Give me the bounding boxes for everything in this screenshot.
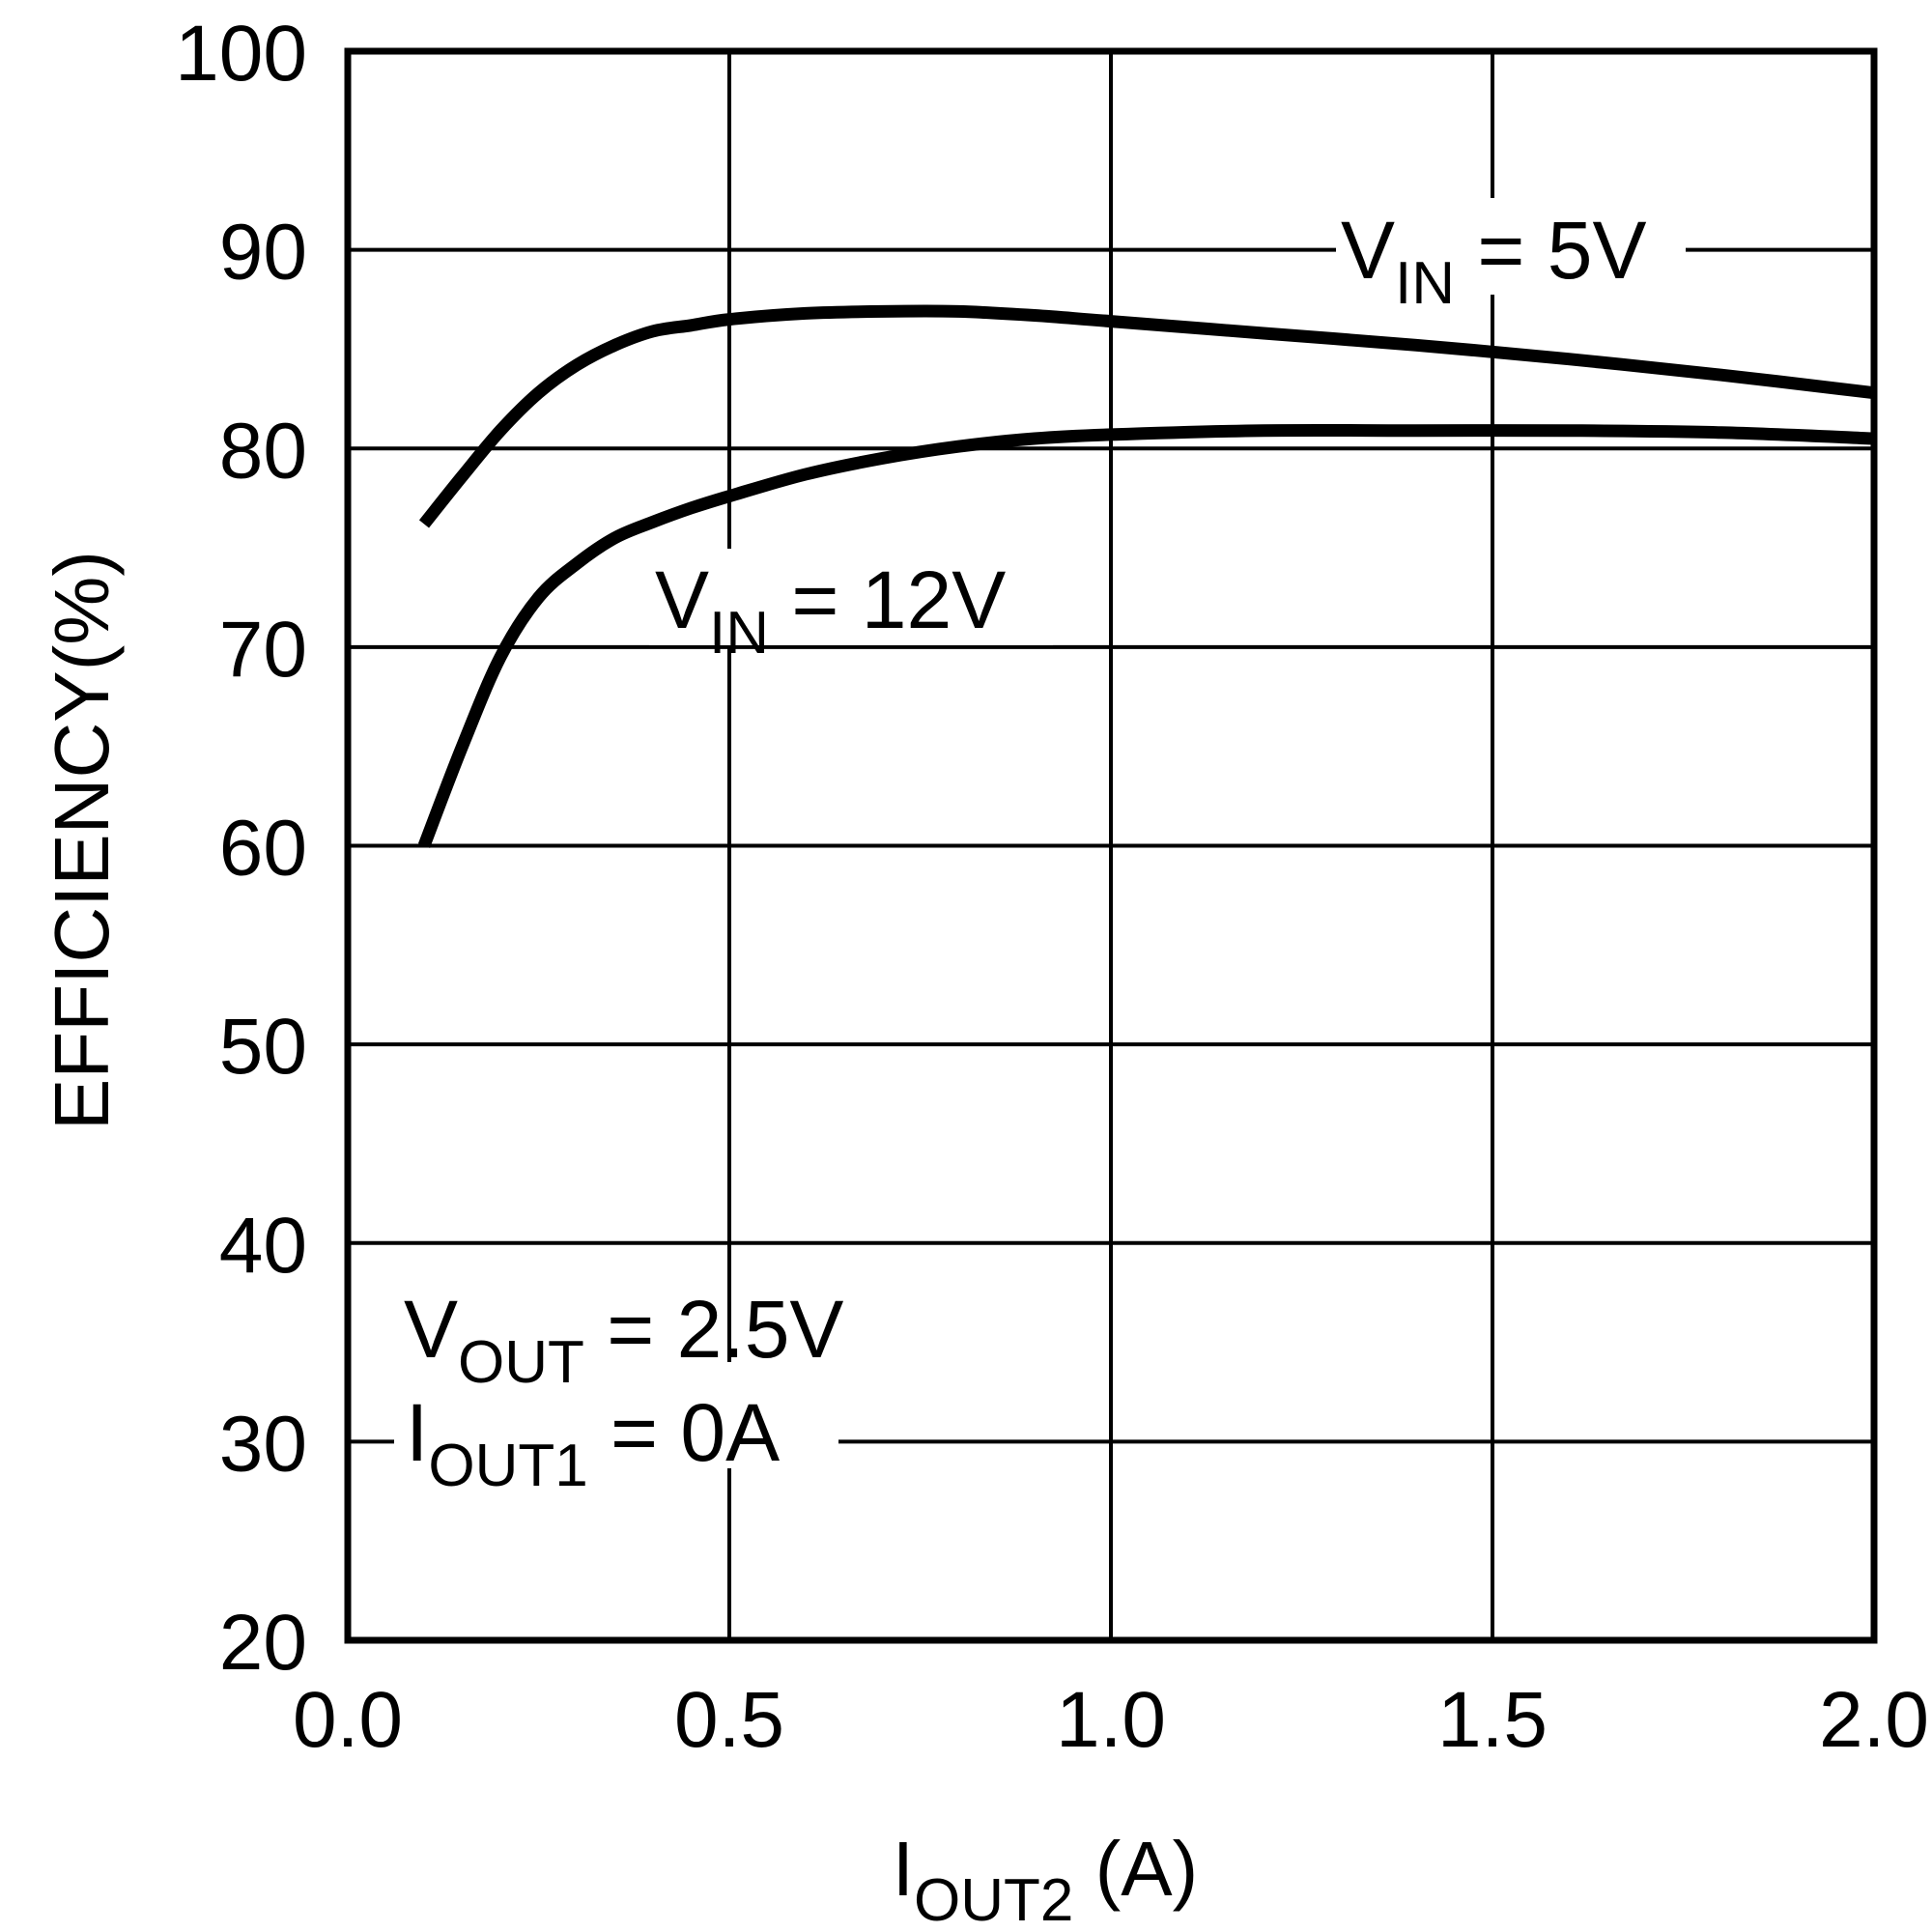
y-tick-label: 100	[175, 10, 307, 98]
x-tick-label: 1.5	[1437, 1676, 1548, 1764]
series-layer	[417, 304, 1875, 848]
y-tick-label: 20	[219, 1599, 307, 1687]
vin5-label-sub: IN	[1395, 250, 1455, 317]
vin12-label: VIN = 12V	[655, 554, 1006, 667]
vin5-label-rest: = 5V	[1455, 205, 1646, 296]
y-tick-label: 50	[219, 1003, 307, 1091]
x-axis-title: IOUT2 (A)	[893, 1826, 1198, 1932]
iout1-label-rest: = 0A	[588, 1387, 780, 1478]
iout1-label: IOUT1 = 0A	[406, 1387, 780, 1499]
y-tick-label: 70	[219, 606, 307, 694]
iout1-label-main: I	[406, 1387, 428, 1478]
y-tick-label: 80	[219, 407, 307, 495]
vout-label-sub: OUT	[458, 1329, 584, 1396]
vin12-label-sub: IN	[709, 600, 769, 667]
plot-frame	[344, 47, 1878, 1644]
vin12-label-rest: = 12V	[769, 554, 1006, 645]
x-axis-title-unit: (A)	[1073, 1826, 1198, 1912]
x-tick-label: 2.0	[1819, 1676, 1929, 1764]
vin5-label-bg	[1336, 198, 1686, 295]
tick-labels: 100 90 80 70 60 50 40 30 200.0 0.5 1.0 1.5 2.0	[175, 10, 1929, 1764]
series-line-vin-5v	[418, 304, 1875, 528]
x-axis-title-main: I	[893, 1826, 914, 1912]
iout1-label-bg	[394, 1362, 838, 1468]
vin12-label-bg	[649, 549, 1053, 645]
series-line-vin-12v	[417, 423, 1875, 848]
y-tick-label: 30	[219, 1400, 307, 1488]
vin12-label-main: V	[655, 554, 709, 645]
vout-label-rest: = 2.5V	[584, 1284, 844, 1375]
y-tick-label: 90	[219, 209, 307, 297]
y-tick-label: 40	[219, 1202, 307, 1290]
x-axis-title-sub: OUT2	[914, 1867, 1073, 1932]
y-axis-title: EFFICIENCY(%)	[39, 551, 125, 1130]
vout-label-main: V	[404, 1284, 458, 1375]
vout-label: VOUT = 2.5V	[404, 1284, 843, 1396]
vin5-label-main: V	[1341, 205, 1395, 296]
y-tick-label: 60	[219, 805, 307, 893]
x-tick-label: 1.0	[1056, 1676, 1166, 1764]
vin5-label: VIN = 5V	[1341, 205, 1647, 317]
x-tick-label: 0.5	[674, 1676, 784, 1764]
iout1-label-sub: OUT1	[428, 1433, 587, 1499]
x-tick-label: 0.0	[293, 1676, 403, 1764]
